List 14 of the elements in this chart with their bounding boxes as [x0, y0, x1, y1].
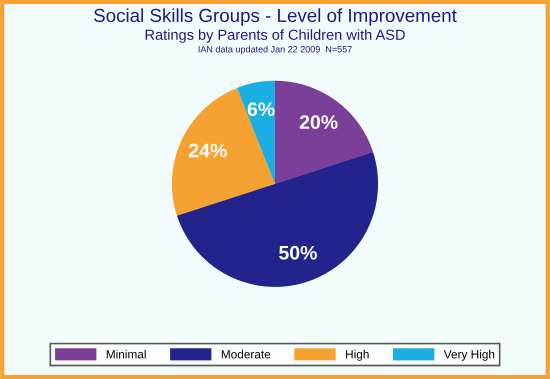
pie-slice	[275, 80, 374, 184]
data-label: 6%	[248, 102, 275, 116]
legend-label: Minimal	[106, 350, 146, 358]
data-label: 20%	[300, 115, 338, 129]
pie-slice	[172, 88, 275, 216]
chart-subtitle: Ratings by Parents of Children with ASD	[146, 29, 405, 43]
legend-label: Very High	[444, 350, 494, 361]
pie-slice	[237, 80, 275, 184]
chart-title: Social Skills Groups - Level of Improvement	[94, 8, 457, 26]
legend-label: High	[346, 350, 369, 361]
data-label: 24%	[189, 144, 227, 158]
data-label: 50%	[279, 246, 317, 260]
text: IAN data updated Jan 22 2009 N=557	[198, 46, 352, 54]
legend-label: Moderate	[222, 350, 270, 358]
